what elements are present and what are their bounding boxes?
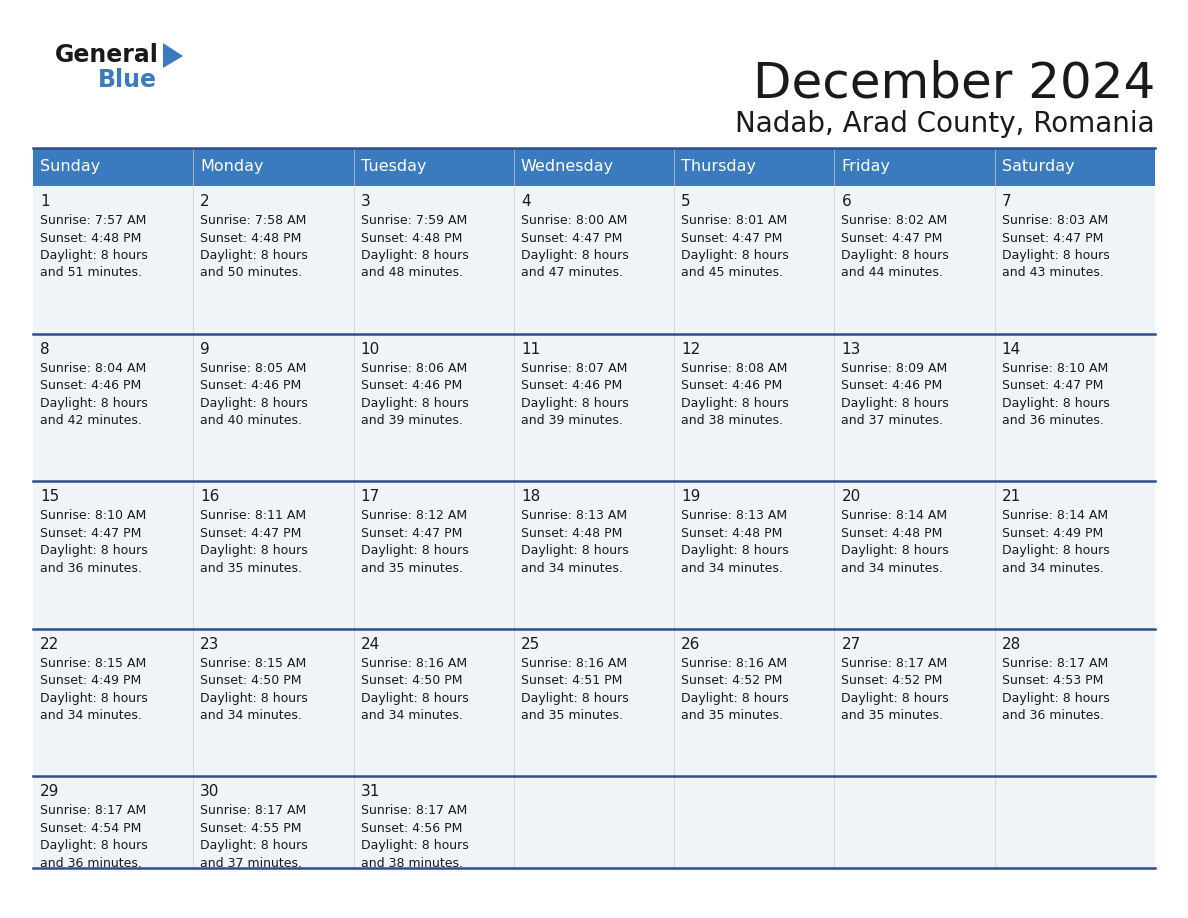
Text: 8: 8 — [40, 341, 50, 356]
Text: Sunrise: 8:13 AM
Sunset: 4:48 PM
Daylight: 8 hours
and 34 minutes.: Sunrise: 8:13 AM Sunset: 4:48 PM Dayligh… — [520, 509, 628, 575]
Text: Sunrise: 8:17 AM
Sunset: 4:55 PM
Daylight: 8 hours
and 37 minutes.: Sunrise: 8:17 AM Sunset: 4:55 PM Dayligh… — [201, 804, 308, 870]
Text: Sunrise: 7:58 AM
Sunset: 4:48 PM
Daylight: 8 hours
and 50 minutes.: Sunrise: 7:58 AM Sunset: 4:48 PM Dayligh… — [201, 214, 308, 279]
Text: 7: 7 — [1001, 194, 1011, 209]
Bar — [33, 333, 1155, 481]
Text: Monday: Monday — [201, 160, 264, 174]
Text: Sunrise: 8:14 AM
Sunset: 4:49 PM
Daylight: 8 hours
and 34 minutes.: Sunrise: 8:14 AM Sunset: 4:49 PM Dayligh… — [1001, 509, 1110, 575]
Text: 12: 12 — [681, 341, 701, 356]
Text: Sunrise: 8:01 AM
Sunset: 4:47 PM
Daylight: 8 hours
and 45 minutes.: Sunrise: 8:01 AM Sunset: 4:47 PM Dayligh… — [681, 214, 789, 279]
Text: Sunrise: 8:04 AM
Sunset: 4:46 PM
Daylight: 8 hours
and 42 minutes.: Sunrise: 8:04 AM Sunset: 4:46 PM Dayligh… — [40, 362, 147, 427]
Text: General: General — [55, 43, 159, 67]
Text: 14: 14 — [1001, 341, 1020, 356]
Text: Sunrise: 8:10 AM
Sunset: 4:47 PM
Daylight: 8 hours
and 36 minutes.: Sunrise: 8:10 AM Sunset: 4:47 PM Dayligh… — [40, 509, 147, 575]
Text: 23: 23 — [201, 637, 220, 652]
Text: 24: 24 — [361, 637, 380, 652]
Text: Sunrise: 8:16 AM
Sunset: 4:52 PM
Daylight: 8 hours
and 35 minutes.: Sunrise: 8:16 AM Sunset: 4:52 PM Dayligh… — [681, 657, 789, 722]
Text: Sunrise: 8:15 AM
Sunset: 4:49 PM
Daylight: 8 hours
and 34 minutes.: Sunrise: 8:15 AM Sunset: 4:49 PM Dayligh… — [40, 657, 147, 722]
Text: Sunrise: 8:07 AM
Sunset: 4:46 PM
Daylight: 8 hours
and 39 minutes.: Sunrise: 8:07 AM Sunset: 4:46 PM Dayligh… — [520, 362, 628, 427]
Text: 15: 15 — [40, 489, 59, 504]
Text: Sunrise: 8:12 AM
Sunset: 4:47 PM
Daylight: 8 hours
and 35 minutes.: Sunrise: 8:12 AM Sunset: 4:47 PM Dayligh… — [361, 509, 468, 575]
Text: Sunrise: 8:15 AM
Sunset: 4:50 PM
Daylight: 8 hours
and 34 minutes.: Sunrise: 8:15 AM Sunset: 4:50 PM Dayligh… — [201, 657, 308, 722]
Text: Blue: Blue — [97, 68, 157, 92]
Text: Sunrise: 8:17 AM
Sunset: 4:52 PM
Daylight: 8 hours
and 35 minutes.: Sunrise: 8:17 AM Sunset: 4:52 PM Dayligh… — [841, 657, 949, 722]
Text: Friday: Friday — [841, 160, 891, 174]
Text: 26: 26 — [681, 637, 701, 652]
Text: 27: 27 — [841, 637, 860, 652]
Text: Nadab, Arad County, Romania: Nadab, Arad County, Romania — [735, 110, 1155, 138]
Text: 16: 16 — [201, 489, 220, 504]
Text: 28: 28 — [1001, 637, 1020, 652]
Text: Sunday: Sunday — [40, 160, 100, 174]
Text: Sunrise: 8:06 AM
Sunset: 4:46 PM
Daylight: 8 hours
and 39 minutes.: Sunrise: 8:06 AM Sunset: 4:46 PM Dayligh… — [361, 362, 468, 427]
Text: Sunrise: 8:03 AM
Sunset: 4:47 PM
Daylight: 8 hours
and 43 minutes.: Sunrise: 8:03 AM Sunset: 4:47 PM Dayligh… — [1001, 214, 1110, 279]
Bar — [33, 148, 1155, 186]
Text: Sunrise: 8:17 AM
Sunset: 4:53 PM
Daylight: 8 hours
and 36 minutes.: Sunrise: 8:17 AM Sunset: 4:53 PM Dayligh… — [1001, 657, 1110, 722]
Polygon shape — [163, 43, 183, 68]
Bar — [33, 777, 1155, 868]
Text: 1: 1 — [40, 194, 50, 209]
Text: 2: 2 — [201, 194, 210, 209]
Text: 22: 22 — [40, 637, 59, 652]
Text: Sunrise: 7:57 AM
Sunset: 4:48 PM
Daylight: 8 hours
and 51 minutes.: Sunrise: 7:57 AM Sunset: 4:48 PM Dayligh… — [40, 214, 147, 279]
Text: Sunrise: 8:09 AM
Sunset: 4:46 PM
Daylight: 8 hours
and 37 minutes.: Sunrise: 8:09 AM Sunset: 4:46 PM Dayligh… — [841, 362, 949, 427]
Text: Sunrise: 8:05 AM
Sunset: 4:46 PM
Daylight: 8 hours
and 40 minutes.: Sunrise: 8:05 AM Sunset: 4:46 PM Dayligh… — [201, 362, 308, 427]
Text: 17: 17 — [361, 489, 380, 504]
Text: 9: 9 — [201, 341, 210, 356]
Text: Sunrise: 8:16 AM
Sunset: 4:50 PM
Daylight: 8 hours
and 34 minutes.: Sunrise: 8:16 AM Sunset: 4:50 PM Dayligh… — [361, 657, 468, 722]
Text: 5: 5 — [681, 194, 690, 209]
Text: Sunrise: 8:17 AM
Sunset: 4:56 PM
Daylight: 8 hours
and 38 minutes.: Sunrise: 8:17 AM Sunset: 4:56 PM Dayligh… — [361, 804, 468, 870]
Bar — [33, 186, 1155, 333]
Text: Sunrise: 8:08 AM
Sunset: 4:46 PM
Daylight: 8 hours
and 38 minutes.: Sunrise: 8:08 AM Sunset: 4:46 PM Dayligh… — [681, 362, 789, 427]
Text: 10: 10 — [361, 341, 380, 356]
Text: Sunrise: 8:17 AM
Sunset: 4:54 PM
Daylight: 8 hours
and 36 minutes.: Sunrise: 8:17 AM Sunset: 4:54 PM Dayligh… — [40, 804, 147, 870]
Text: 3: 3 — [361, 194, 371, 209]
Text: 20: 20 — [841, 489, 860, 504]
Bar — [33, 629, 1155, 777]
Text: Sunrise: 8:16 AM
Sunset: 4:51 PM
Daylight: 8 hours
and 35 minutes.: Sunrise: 8:16 AM Sunset: 4:51 PM Dayligh… — [520, 657, 628, 722]
Text: 6: 6 — [841, 194, 851, 209]
Text: 30: 30 — [201, 785, 220, 800]
Text: 19: 19 — [681, 489, 701, 504]
Text: 31: 31 — [361, 785, 380, 800]
Text: Sunrise: 8:13 AM
Sunset: 4:48 PM
Daylight: 8 hours
and 34 minutes.: Sunrise: 8:13 AM Sunset: 4:48 PM Dayligh… — [681, 509, 789, 575]
Text: 18: 18 — [520, 489, 541, 504]
Text: 21: 21 — [1001, 489, 1020, 504]
Text: Sunrise: 8:00 AM
Sunset: 4:47 PM
Daylight: 8 hours
and 47 minutes.: Sunrise: 8:00 AM Sunset: 4:47 PM Dayligh… — [520, 214, 628, 279]
Text: Tuesday: Tuesday — [361, 160, 426, 174]
Text: 4: 4 — [520, 194, 531, 209]
Text: Sunrise: 8:10 AM
Sunset: 4:47 PM
Daylight: 8 hours
and 36 minutes.: Sunrise: 8:10 AM Sunset: 4:47 PM Dayligh… — [1001, 362, 1110, 427]
Text: Saturday: Saturday — [1001, 160, 1074, 174]
Text: Sunrise: 8:02 AM
Sunset: 4:47 PM
Daylight: 8 hours
and 44 minutes.: Sunrise: 8:02 AM Sunset: 4:47 PM Dayligh… — [841, 214, 949, 279]
Text: 25: 25 — [520, 637, 541, 652]
Bar — [33, 481, 1155, 629]
Text: 13: 13 — [841, 341, 861, 356]
Text: Sunrise: 8:14 AM
Sunset: 4:48 PM
Daylight: 8 hours
and 34 minutes.: Sunrise: 8:14 AM Sunset: 4:48 PM Dayligh… — [841, 509, 949, 575]
Text: 29: 29 — [40, 785, 59, 800]
Text: 11: 11 — [520, 341, 541, 356]
Text: Wednesday: Wednesday — [520, 160, 614, 174]
Text: December 2024: December 2024 — [753, 60, 1155, 108]
Text: Sunrise: 7:59 AM
Sunset: 4:48 PM
Daylight: 8 hours
and 48 minutes.: Sunrise: 7:59 AM Sunset: 4:48 PM Dayligh… — [361, 214, 468, 279]
Text: Sunrise: 8:11 AM
Sunset: 4:47 PM
Daylight: 8 hours
and 35 minutes.: Sunrise: 8:11 AM Sunset: 4:47 PM Dayligh… — [201, 509, 308, 575]
Text: Thursday: Thursday — [681, 160, 756, 174]
